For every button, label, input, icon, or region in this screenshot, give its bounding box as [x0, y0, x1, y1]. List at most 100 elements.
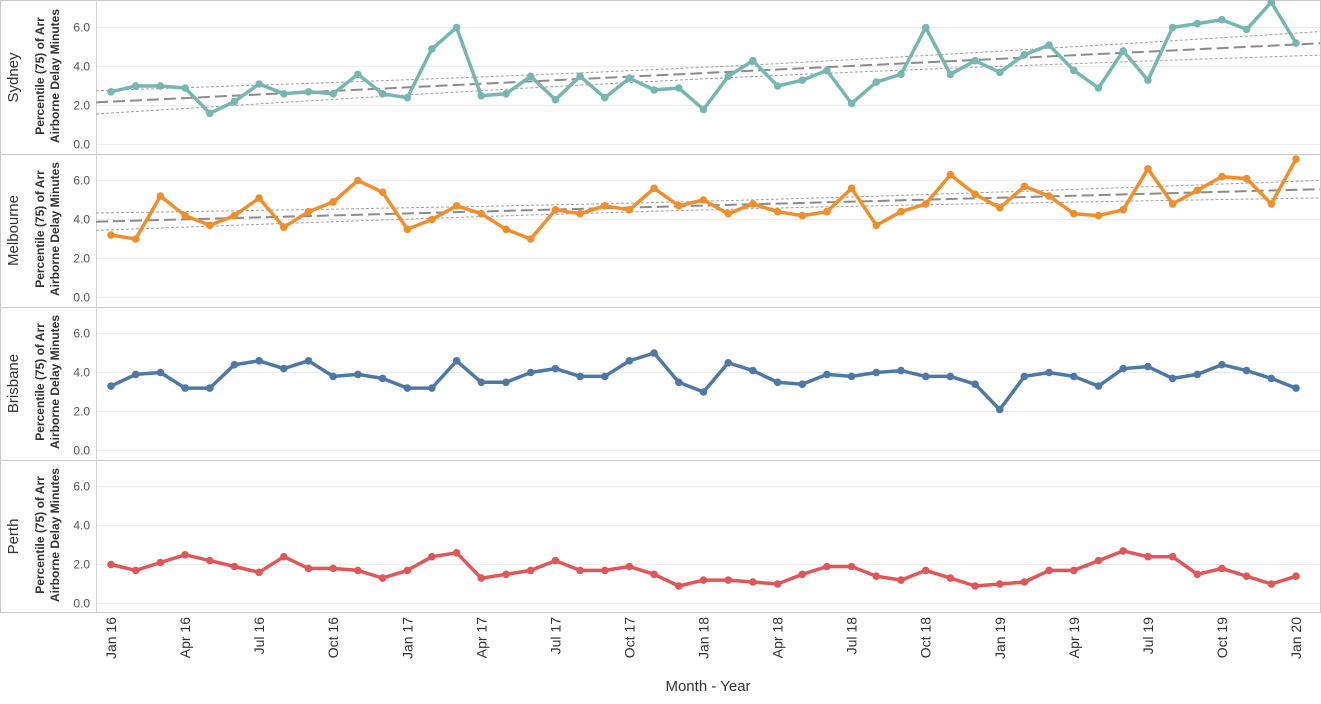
data-point: [378, 188, 387, 196]
data-point: [354, 70, 362, 79]
data-point: [206, 384, 214, 392]
data-point: [1218, 360, 1226, 369]
data-point: [699, 196, 708, 204]
data-point: [107, 88, 115, 96]
data-point: [329, 372, 338, 381]
data-point: [872, 221, 881, 230]
data-point: [1267, 0, 1276, 6]
data-point: [601, 372, 609, 381]
data-point: [897, 366, 905, 375]
data-point: [897, 70, 905, 79]
y-tick-label: 0.0: [73, 291, 90, 305]
data-point: [971, 190, 979, 198]
data-point: [1020, 51, 1029, 59]
x-tick-label: Jul 18: [844, 617, 860, 655]
series-line-brisbane: [110, 351, 1297, 412]
data-point: [921, 200, 930, 208]
data-point: [971, 380, 979, 389]
data-point: [1193, 370, 1202, 379]
y-tick-label: 2.0: [73, 252, 90, 266]
data-point: [1168, 200, 1177, 208]
y-tick-label: 0.0: [73, 138, 90, 152]
data-point: [773, 82, 782, 90]
y-axis-title-line1: Percentile (75) of Arr: [33, 170, 47, 288]
y-tick-label: 2.0: [73, 558, 90, 572]
data-point: [1168, 23, 1177, 32]
y-tick-label: 4.0: [73, 213, 90, 227]
y-axis-title-line1: Percentile (75) of Arr: [33, 17, 47, 135]
panel-label-sydney: Sydney: [5, 52, 22, 103]
data-point: [378, 90, 387, 98]
data-point: [206, 556, 214, 565]
data-point: [551, 95, 560, 104]
x-tick-label: Jul 17: [547, 617, 563, 655]
trend-confidence-lower: [95, 197, 1320, 231]
data-point: [1144, 165, 1152, 173]
data-point: [526, 368, 535, 377]
data-point: [1070, 66, 1078, 75]
data-point: [1144, 76, 1152, 84]
data-point: [872, 368, 881, 377]
data-point: [601, 566, 609, 575]
data-point: [1020, 372, 1029, 381]
y-tick-label: 6.0: [73, 327, 90, 341]
y-axis-title-line1: Percentile (75) of Arr: [33, 323, 47, 441]
x-tick-label: Jan 20: [1288, 617, 1304, 659]
x-tick-label: Apr 18: [770, 617, 786, 658]
data-point: [1292, 384, 1300, 392]
panel-label-perth: Perth: [5, 519, 22, 555]
data-point: [601, 93, 609, 102]
data-point: [1218, 172, 1226, 181]
data-point: [551, 556, 560, 565]
data-point: [304, 207, 313, 216]
data-point: [1193, 186, 1202, 195]
data-point: [107, 231, 115, 239]
data-point: [156, 82, 165, 90]
data-point: [724, 359, 732, 367]
data-point: [897, 576, 905, 584]
data-point: [798, 570, 807, 579]
x-tick-label: Jul 19: [1140, 617, 1156, 655]
data-point: [551, 364, 560, 373]
data-point: [576, 372, 584, 381]
data-point: [773, 580, 782, 588]
data-point: [625, 206, 634, 214]
x-tick-label: Jan 17: [399, 617, 415, 659]
data-point: [403, 225, 412, 234]
x-tick-label: Apr 17: [473, 617, 489, 658]
y-tick-label: 0.0: [73, 597, 90, 611]
data-point: [403, 384, 412, 392]
data-point: [798, 76, 807, 84]
data-point: [971, 582, 979, 590]
data-point: [625, 562, 634, 571]
chart-frame: [0, 0, 1321, 613]
data-point: [823, 66, 831, 75]
data-point: [255, 357, 263, 365]
data-point: [230, 211, 239, 220]
y-tick-label: 2.0: [73, 99, 90, 113]
data-point: [156, 558, 165, 567]
data-point: [650, 349, 658, 357]
data-point: [502, 225, 510, 234]
x-axis-title: Month - Year: [665, 678, 750, 695]
data-point: [230, 97, 239, 106]
data-point: [131, 370, 140, 379]
data-point: [477, 92, 486, 100]
data-point: [847, 99, 856, 108]
x-tick-label: Jan 19: [992, 617, 1008, 659]
data-point: [477, 209, 486, 218]
data-point: [1020, 578, 1029, 586]
data-point: [576, 209, 584, 218]
data-point: [1218, 564, 1226, 573]
data-point: [749, 578, 757, 586]
y-tick-label: 4.0: [73, 60, 90, 74]
data-point: [551, 206, 560, 214]
data-point: [206, 221, 214, 230]
data-point: [452, 202, 461, 210]
trend-confidence-upper: [95, 179, 1321, 214]
data-point: [181, 384, 189, 392]
data-point: [502, 378, 510, 387]
data-point: [1193, 570, 1202, 579]
data-point: [378, 374, 387, 383]
